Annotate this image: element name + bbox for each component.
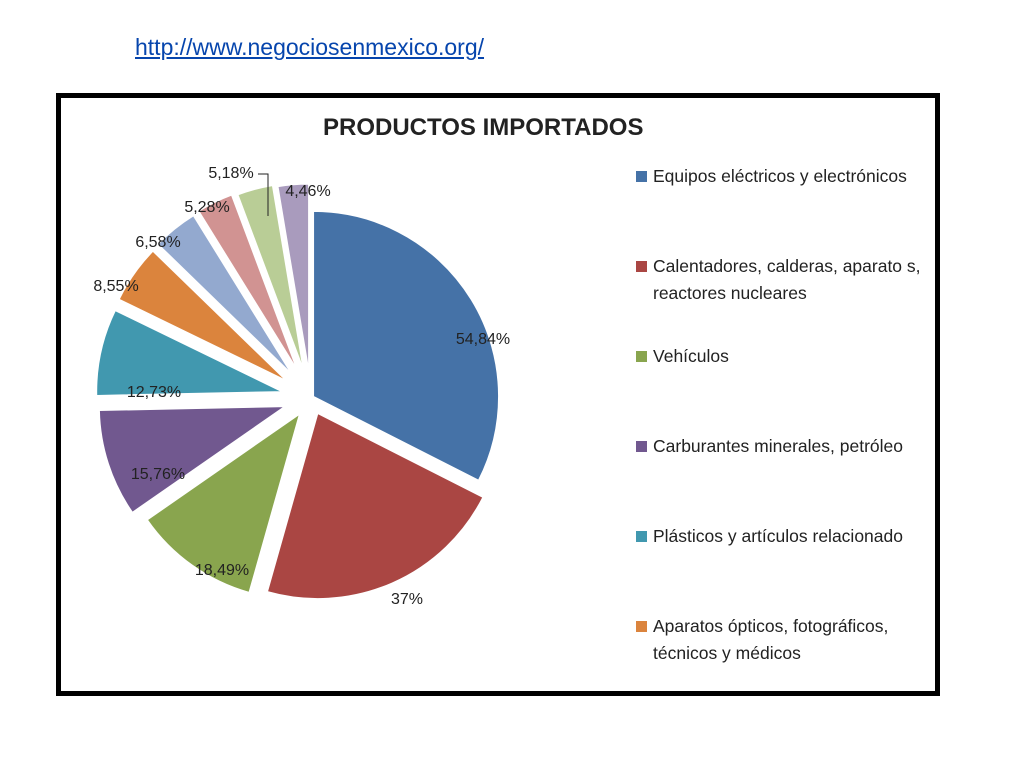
slice-data-label: 6,58% (135, 234, 180, 251)
slice-data-label: 37% (391, 591, 423, 608)
pie-slice (157, 215, 292, 374)
pie-slice (96, 309, 282, 396)
legend-swatch (636, 261, 647, 272)
legend-swatch (636, 171, 647, 182)
pie-slice (266, 412, 484, 600)
slice-data-label: 18,49% (195, 562, 249, 579)
chart-title: PRODUCTOS IMPORTADOS (323, 114, 644, 141)
slice-data-label: 4,46% (285, 183, 330, 200)
chart-frame: 54,84% 37% 18,49% 15,76% 12,73% 8,55% 6,58% 5,2… (56, 93, 940, 696)
source-link[interactable]: http://www.negociosenmexico.org/ (135, 34, 485, 60)
legend-label: Aparatos ópticos, fotográficos, técnicos… (653, 616, 889, 663)
pie-slice (277, 183, 310, 370)
legend-label: Plásticos y artículos relacionado (653, 526, 903, 546)
legend-swatch (636, 351, 647, 362)
slice-data-label: 5,18% (208, 165, 253, 182)
slice-data-label: 54,84% (456, 331, 510, 348)
slice-data-label: 5,28% (184, 199, 229, 216)
pie-slice (146, 413, 301, 593)
slice-data-label: 8,55% (93, 278, 138, 295)
pie-slice (98, 406, 287, 513)
pie-slice (237, 185, 304, 369)
pie-slice (313, 210, 500, 481)
slice-data-label: 15,76% (131, 466, 185, 483)
pie-slice (118, 250, 286, 381)
leader-line (258, 173, 269, 216)
legend-swatch (636, 531, 647, 542)
pie-slice (198, 194, 297, 369)
legend-swatch (636, 621, 647, 632)
legend-label: Calentadores, calderas, aparato s, react… (653, 256, 921, 303)
pie-chart: 54,84% 37% 18,49% 15,76% 12,73% 8,55% 6,58% 5,2… (93, 165, 510, 608)
legend-label: Equipos eléctricos y electrónicos (653, 166, 907, 186)
slice-data-label: 12,73% (127, 384, 181, 401)
legend-label: Vehículos (653, 346, 729, 366)
legend-label: Carburantes minerales, petróleo (653, 436, 903, 456)
legend-swatch (636, 441, 647, 452)
